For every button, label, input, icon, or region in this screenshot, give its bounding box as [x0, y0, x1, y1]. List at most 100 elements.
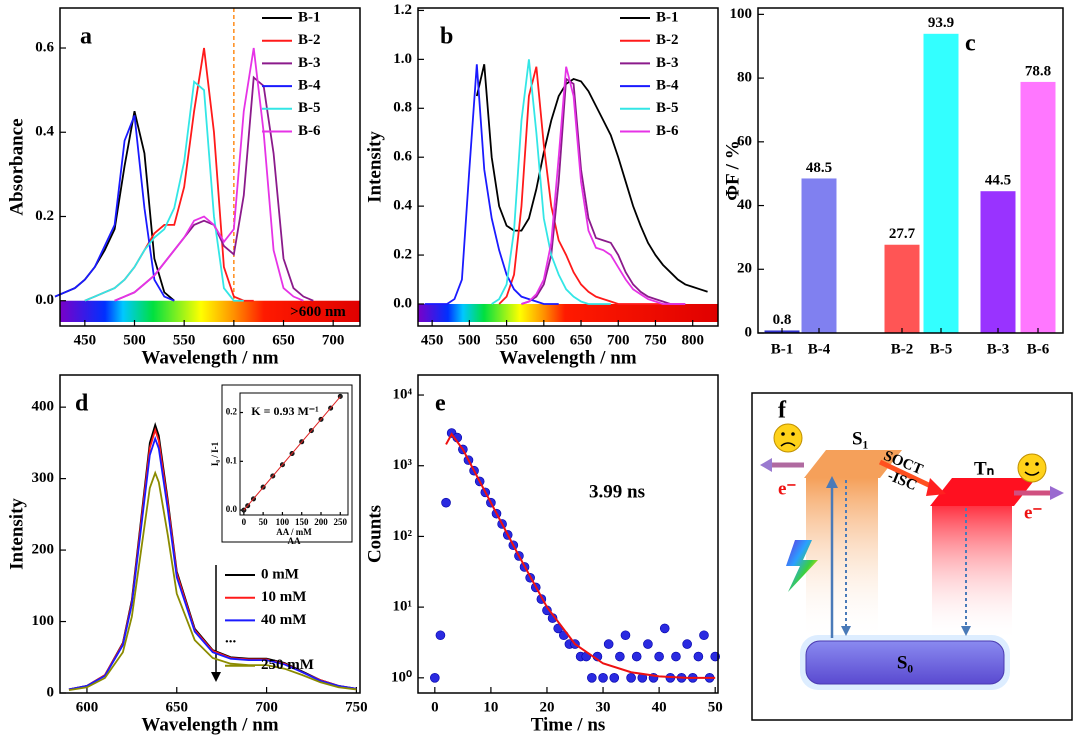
- y-tick-label: 60: [737, 133, 752, 149]
- x-tick-label: 250: [334, 517, 348, 527]
- x-tick-label: 600: [533, 332, 556, 348]
- x-tick-label: 30: [596, 699, 611, 715]
- legend-label: B-2: [298, 32, 321, 48]
- spectrum-bar: [418, 303, 718, 322]
- s0-label: S₀: [897, 652, 914, 673]
- panel-label: b: [440, 24, 453, 50]
- value-label: 48.5: [806, 160, 832, 176]
- legend-label: 0 mM: [261, 566, 299, 582]
- series-line: [84, 47, 254, 302]
- series-line: [475, 64, 708, 293]
- y-tick-label: 300: [32, 470, 55, 486]
- bar: [801, 178, 837, 333]
- x-tick-label: 50: [708, 699, 723, 715]
- y-axis-label: Intensity: [6, 498, 27, 570]
- y-tick-label: 0.4: [393, 198, 412, 214]
- electron-label: e⁻: [778, 478, 796, 499]
- y-tick-label: 10⁴: [393, 386, 413, 402]
- panel: 0 20 40 60 80 100 ΦF / % c 0.8 B-1 48.5 B-4 27.7 B-2 9…: [722, 6, 1064, 357]
- y-tick-label: 0: [47, 684, 55, 700]
- legend-label: B-3: [298, 55, 321, 71]
- x-tick-label: B-5: [930, 341, 953, 357]
- happy-mouth: [1024, 471, 1040, 476]
- phosphorescence-arrow-head: [961, 626, 971, 636]
- s1-label: S₁: [852, 428, 868, 449]
- y-tick-label: 0.1: [226, 455, 238, 465]
- series-line: [84, 79, 244, 302]
- data-point: [587, 673, 597, 683]
- legend-label: B-3: [656, 55, 679, 71]
- data-point: [441, 497, 451, 508]
- legend-label: B-1: [298, 9, 321, 25]
- y-axis-label: ΦF / %: [722, 140, 743, 200]
- series-line: [68, 470, 357, 692]
- electron-arrow-left-head: [760, 458, 772, 472]
- x-tick-label: B-3: [987, 341, 1010, 357]
- inset-frame: [221, 384, 353, 543]
- y-tick-label: 80: [737, 70, 752, 86]
- bar: [1020, 81, 1056, 333]
- x-tick-label: 800: [681, 332, 704, 348]
- panel-label: f: [778, 398, 787, 424]
- light-bolt: [786, 540, 818, 592]
- x-tick-label: 50: [259, 517, 269, 527]
- value-label: 27.7: [889, 226, 916, 242]
- value-label: 44.5: [985, 173, 1011, 189]
- data-point: [609, 673, 620, 683]
- x-tick-label: 100: [276, 517, 290, 527]
- plot-frame: [239, 392, 349, 516]
- data-point: [659, 623, 670, 634]
- x-axis-label: AA / mM: [276, 527, 312, 537]
- x-axis-label: Time / ns: [531, 714, 606, 735]
- y-tick-label: 200: [32, 542, 55, 558]
- y-tick-label: 0.0: [226, 504, 238, 514]
- y-tick-label: 100: [32, 613, 55, 629]
- series-line: [68, 435, 357, 691]
- y-tick-label: 400: [32, 399, 55, 415]
- legend-label: B-5: [298, 100, 321, 116]
- tn-label: Tₙ: [974, 458, 994, 479]
- x-tick-label: 150: [295, 517, 309, 527]
- panel: 10⁰ 10¹ 10² 10³ 10⁴ 0 10 20 30 40 50 Time / ns Count…: [364, 374, 723, 735]
- value-label: 0.8: [773, 312, 792, 328]
- fit-line: [445, 432, 716, 679]
- x-axis-label: Wavelength / nm: [499, 347, 636, 368]
- annotation: 3.99 ns: [589, 481, 645, 502]
- fit-line: [243, 396, 341, 511]
- y-axis-label: Counts: [364, 505, 385, 563]
- y-tick-label: 10⁰: [391, 669, 412, 685]
- data-point: [620, 630, 631, 641]
- data-point: [631, 651, 642, 662]
- y-tick-label: 1.2: [393, 2, 412, 18]
- x-tick-label: B-2: [891, 341, 914, 357]
- x-tick-label: 650: [166, 699, 189, 715]
- x-tick-label: 200: [314, 517, 328, 527]
- data-point: [671, 651, 681, 662]
- y-tick-label: 100: [730, 6, 753, 22]
- s1-level: [804, 450, 902, 478]
- electron-arrow-right-head: [1050, 486, 1064, 500]
- legend-label: B-6: [298, 123, 321, 139]
- x-tick-label: 550: [173, 332, 196, 348]
- bar: [923, 33, 959, 333]
- x-axis-label: AA: [288, 536, 301, 546]
- y-tick-label: 10¹: [393, 599, 413, 615]
- series-line: [54, 115, 175, 302]
- data-point: [435, 630, 446, 641]
- y-tick-label: 0.0: [393, 295, 412, 311]
- x-tick-label: 450: [74, 332, 97, 348]
- x-tick-label: 0: [431, 699, 439, 715]
- x-tick-label: 700: [322, 332, 345, 348]
- legend-label: 40 mM: [261, 612, 306, 628]
- series-line: [114, 75, 314, 302]
- y-tick-label: 40: [737, 197, 752, 213]
- x-tick-label: 40: [652, 699, 667, 715]
- legend-label: B-5: [656, 100, 679, 116]
- series-line: [491, 59, 611, 305]
- plot-frame: [59, 374, 361, 694]
- panel-label: a: [80, 24, 92, 50]
- annotation: K = 0.93 M⁻¹: [251, 404, 319, 418]
- x-tick-label: 450: [421, 332, 444, 348]
- y-axis-label: I₀ / I-1: [210, 441, 220, 466]
